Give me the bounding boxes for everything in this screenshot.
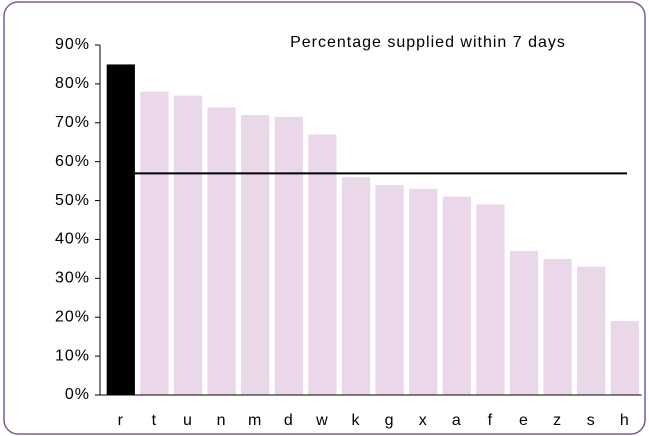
bar bbox=[241, 115, 270, 395]
bar bbox=[577, 266, 606, 395]
x-tick-label: f bbox=[488, 412, 493, 429]
y-tick-label: 30% bbox=[55, 270, 90, 287]
bar bbox=[173, 95, 203, 396]
y-tick-label: 60% bbox=[55, 153, 90, 170]
x-tick-label: g bbox=[385, 412, 395, 429]
bar bbox=[308, 134, 337, 395]
bar bbox=[341, 177, 371, 395]
bar bbox=[509, 251, 539, 395]
x-tick-label: t bbox=[152, 412, 157, 429]
x-tick-label: d bbox=[284, 412, 294, 429]
x-tick-label: u bbox=[183, 412, 193, 429]
x-tick-label: e bbox=[519, 412, 529, 429]
y-tick-label: 0% bbox=[65, 386, 90, 403]
y-tick-label: 70% bbox=[55, 114, 90, 131]
chart-title: Percentage supplied within 7 days bbox=[290, 34, 566, 51]
y-tick-label: 50% bbox=[55, 192, 90, 209]
bar bbox=[207, 107, 236, 395]
bar bbox=[610, 321, 639, 395]
x-tick-label: s bbox=[587, 412, 596, 429]
y-tick-label: 10% bbox=[55, 347, 90, 364]
bar bbox=[106, 64, 135, 395]
x-tick-label: a bbox=[452, 412, 462, 429]
x-tick-label: w bbox=[315, 412, 329, 429]
y-tick-label: 20% bbox=[55, 308, 90, 325]
y-tick-label: 90% bbox=[55, 36, 90, 53]
bar bbox=[274, 116, 303, 395]
x-tick-label: h bbox=[620, 412, 630, 429]
y-tick-label: 40% bbox=[55, 231, 90, 248]
x-tick-label: x bbox=[419, 412, 428, 429]
bar bbox=[442, 196, 471, 395]
bar bbox=[543, 258, 572, 395]
x-tick-label: z bbox=[553, 412, 562, 429]
y-tick-label: 80% bbox=[55, 75, 90, 92]
bar bbox=[409, 188, 438, 395]
x-tick-label: k bbox=[352, 412, 361, 429]
x-tick-label: m bbox=[248, 412, 262, 429]
bar bbox=[375, 185, 404, 395]
x-tick-label: r bbox=[118, 412, 124, 429]
x-tick-label: n bbox=[217, 412, 227, 429]
bar bbox=[476, 204, 505, 395]
bar bbox=[140, 91, 169, 396]
